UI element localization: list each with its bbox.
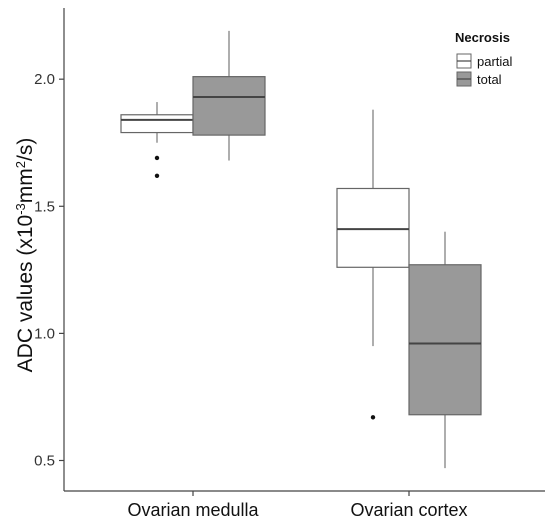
- y-axis-title: ADC values (x10-3mm2/s): [13, 138, 38, 373]
- x-tick-label: Ovarian cortex: [350, 500, 467, 520]
- legend-label-partial: partial: [477, 54, 513, 69]
- legend-key-partial: [456, 53, 472, 69]
- box-total-0: [192, 30, 266, 161]
- iqr-box: [192, 76, 266, 136]
- iqr-box: [120, 114, 194, 134]
- outlier-point: [154, 155, 160, 161]
- legend-label-total: total: [477, 72, 502, 87]
- legend-key-total: [456, 71, 472, 87]
- y-tick-label: 2.0: [34, 71, 55, 88]
- plot-area: [120, 30, 482, 469]
- y-tick-label: 0.5: [34, 452, 55, 469]
- y-tick-label: 1.5: [34, 198, 55, 215]
- iqr-box: [408, 264, 482, 416]
- outlier-point: [154, 173, 160, 178]
- y-tick-label: 1.0: [34, 325, 55, 342]
- outlier-point: [370, 415, 376, 420]
- box-partial-1: [336, 109, 410, 420]
- box-partial-0: [120, 102, 194, 178]
- legend-title: Necrosis: [455, 30, 510, 45]
- iqr-box: [336, 187, 410, 268]
- x-axis-ticks: Ovarian medulla Ovarian cortex: [127, 491, 468, 520]
- svg-text:ADC values (x10-3mm2/s): ADC values (x10-3mm2/s): [13, 138, 38, 373]
- y-axis-ticks: 0.5 1.0 1.5 2.0: [34, 71, 64, 469]
- x-tick-label: Ovarian medulla: [127, 500, 259, 520]
- box-total-1: [408, 231, 482, 469]
- legend: Necrosis partial total: [455, 30, 513, 87]
